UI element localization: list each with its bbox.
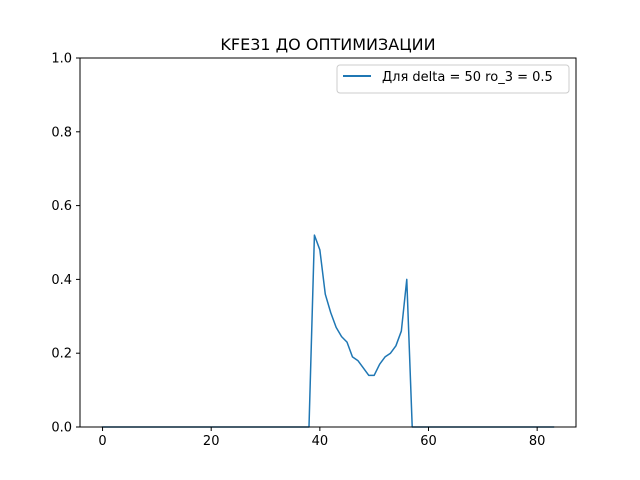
legend-box	[336, 64, 570, 94]
chart-title: KFE31 ДО ОПТИМИЗАЦИИ	[220, 35, 435, 54]
legend: Для delta = 50 ro_3 = 0.5	[336, 64, 570, 94]
x-tick-label: 80	[529, 434, 546, 449]
y-axis: 0.0 0.2 0.4 0.6 0.8 1.0	[51, 52, 80, 436]
y-tick-label: 0.8	[51, 125, 72, 140]
x-axis: 0 20 40 60 80	[98, 427, 545, 449]
x-tick-label: 60	[420, 434, 437, 449]
y-tick-label: 0.6	[51, 199, 72, 214]
x-tick-label: 0	[98, 434, 106, 449]
plot-frame	[79, 57, 577, 428]
y-tick-label: 0.4	[51, 273, 72, 288]
x-tick-label: 40	[312, 434, 329, 449]
x-tick-label: 20	[203, 434, 220, 449]
y-tick-label: 0.2	[51, 347, 72, 362]
legend-label: Для delta = 50 ro_3 = 0.5	[382, 70, 553, 85]
y-tick-label: 1.0	[51, 52, 72, 67]
y-tick-label: 0.0	[51, 421, 72, 436]
series-layer	[101, 234, 555, 428]
series-line-0	[101, 234, 555, 428]
